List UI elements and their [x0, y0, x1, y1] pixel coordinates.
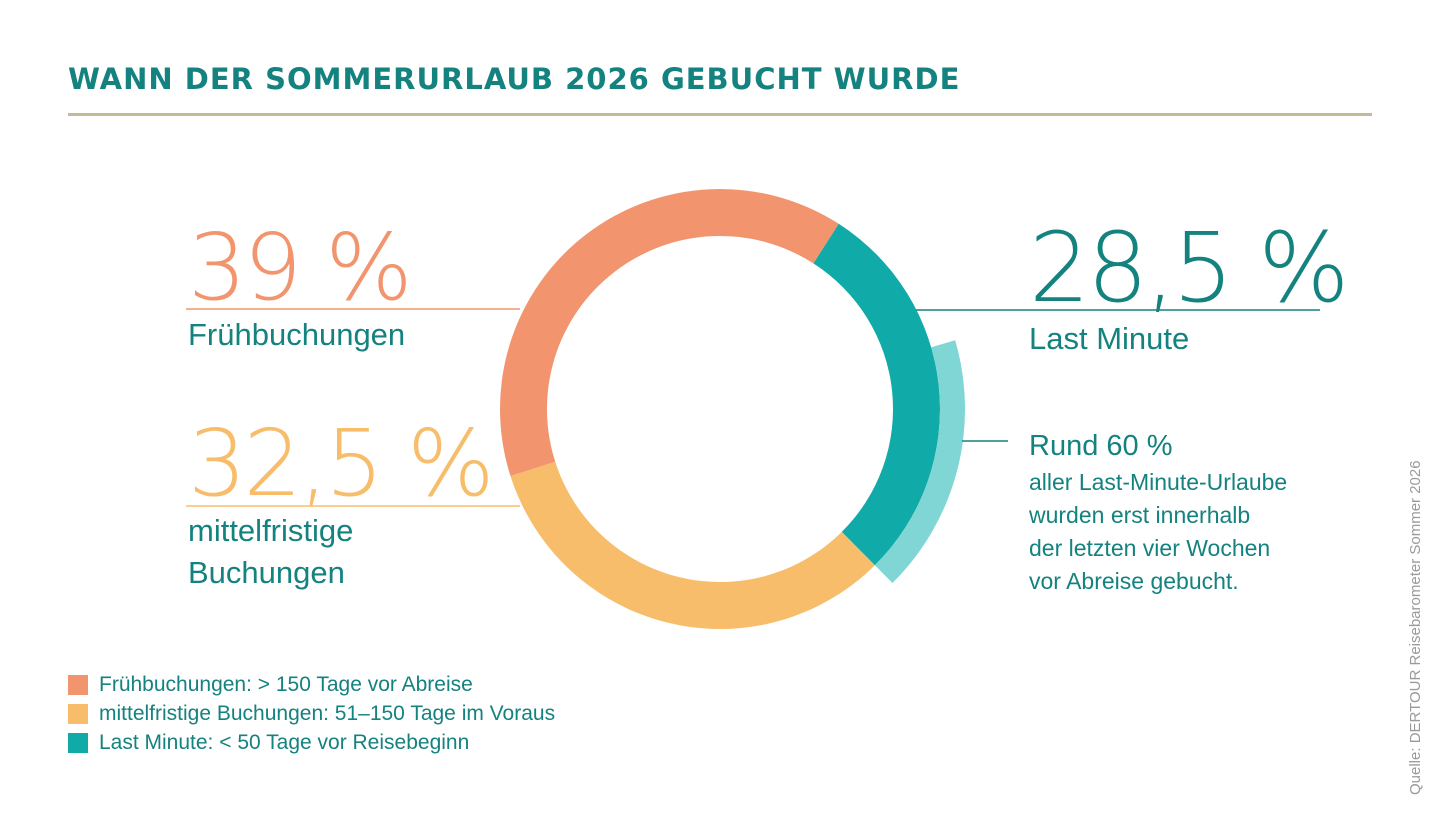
legend-item-mittelfristig: mittelfristige Buchungen: 51–150 Tage im…	[68, 699, 555, 728]
label-fruehbuchungen: Frühbuchungen	[188, 317, 406, 352]
chart-title: WANN DER SOMMERURLAUB 2026 GEBUCHT WURDE	[68, 62, 961, 96]
legend-swatch	[68, 674, 88, 695]
source-note: Quelle: DERTOUR Reisebarometer Sommer 20…	[1407, 460, 1424, 795]
legend-label: mittelfristige Buchungen: 51–150 Tage im…	[99, 701, 556, 725]
annotation-block: Rund 60 % aller Last-Minute-Urlaube wurd…	[1029, 426, 1287, 598]
label-mittelfristig-line2: Buchungen	[188, 555, 345, 590]
title-divider	[68, 113, 1372, 116]
label-last-minute: Last Minute	[1029, 321, 1190, 356]
annotation-line: aller Last-Minute-Urlaube	[1029, 469, 1288, 495]
donut-segment-mittelfristige-buchungen	[510, 461, 875, 630]
donut-segment-fr-hbuchungen	[499, 188, 839, 477]
annotation-line: der letzten vier Wochen	[1029, 535, 1271, 561]
donut-segment-last-minute	[813, 223, 940, 566]
value-fruehbuchungen: 39 %	[188, 214, 413, 321]
donut-subsegment-last-minute-4-wochen	[874, 340, 965, 584]
donut-segments	[499, 188, 965, 630]
value-last-minute: 28,5 %	[1029, 212, 1349, 324]
legend-item-fruehbuchungen: Frühbuchungen: > 150 Tage vor Abreise	[68, 670, 555, 699]
annotation-line: wurden erst innerhalb	[1029, 502, 1251, 528]
label-mittelfristig-line1: mittelfristige	[188, 513, 354, 548]
legend-item-last-minute: Last Minute: < 50 Tage vor Reisebeginn	[68, 728, 555, 757]
value-mittelfristig: 32,5 %	[188, 410, 495, 517]
annotation-line: vor Abreise gebucht.	[1029, 568, 1239, 594]
legend-swatch	[68, 703, 88, 724]
legend: Frühbuchungen: > 150 Tage vor Abreise mi…	[68, 670, 555, 757]
legend-label: Last Minute: < 50 Tage vor Reisebeginn	[99, 730, 470, 754]
legend-label: Frühbuchungen: > 150 Tage vor Abreise	[99, 672, 473, 696]
annotation-headline: Rund 60 %	[1029, 430, 1173, 462]
legend-swatch	[68, 732, 88, 753]
